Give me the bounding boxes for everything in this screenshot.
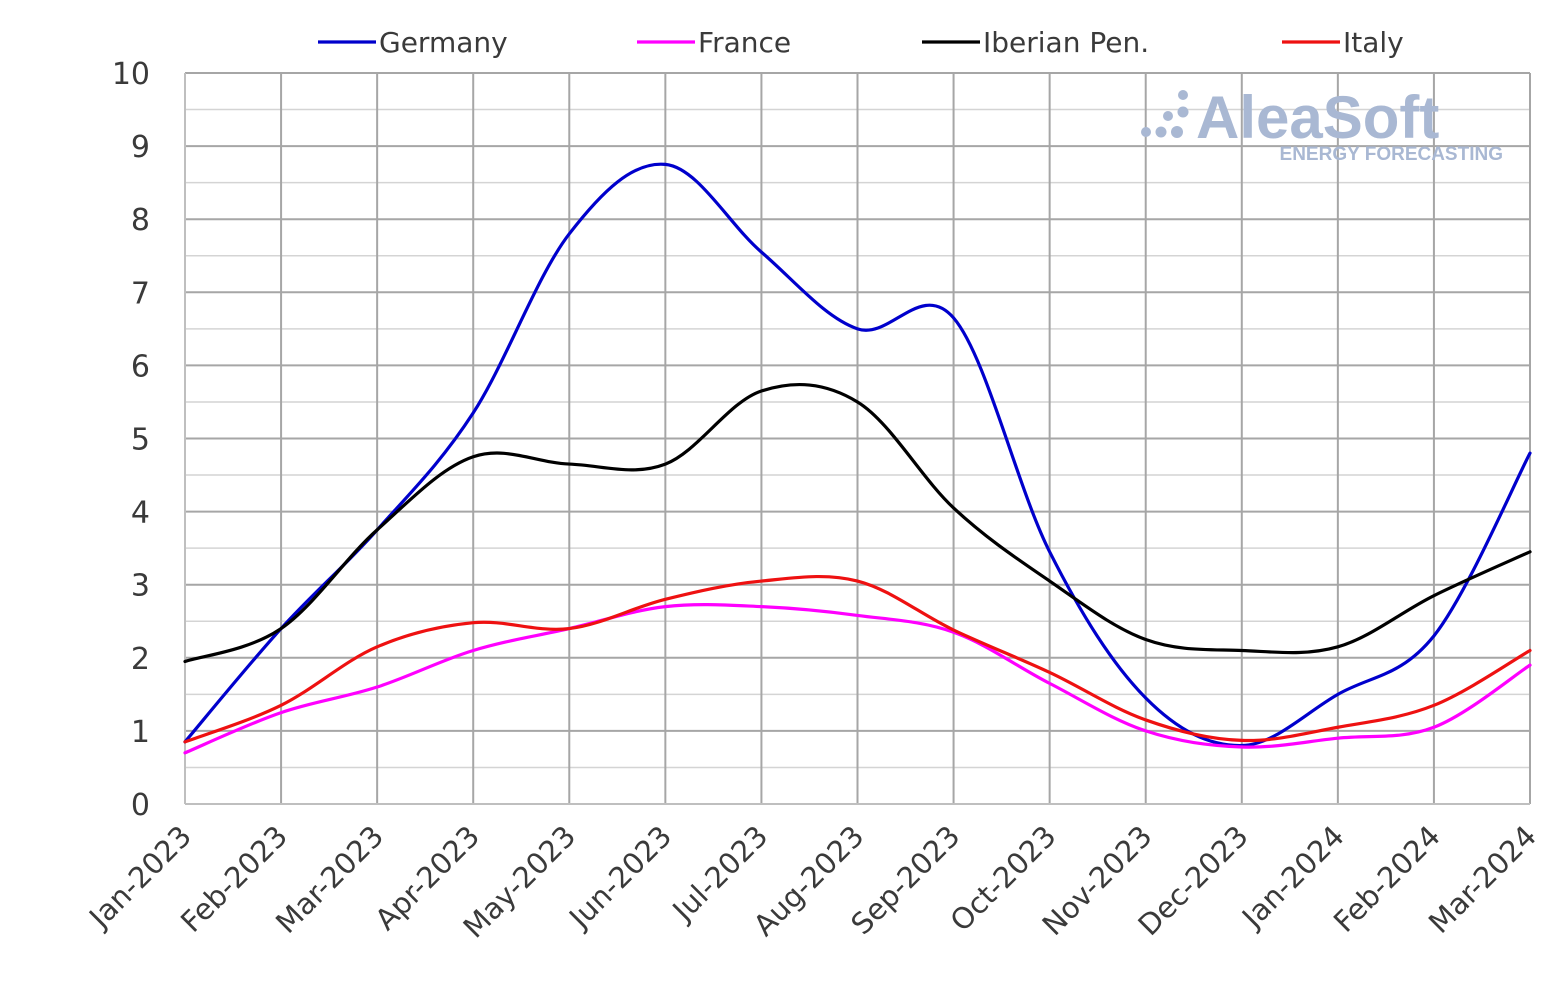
series-line-france [183,602,1532,755]
y-tick-label: 0 [131,788,150,823]
grid [184,72,1531,805]
y-tick-label: 3 [131,569,150,604]
legend-label: Iberian Pen. [983,26,1149,59]
legend-label: Germany [379,26,508,59]
x-axis-tick-labels: Jan-2023Feb-2023Mar-2023Apr-2023May-2023… [81,819,1543,945]
y-tick-label: 10 [112,57,150,92]
legend-item-germany: Germany [318,26,508,59]
series-line-germany [183,162,1532,748]
y-tick-label: 1 [131,715,150,750]
watermark-brand: AleaSoft [1196,84,1439,151]
legend-item-iberian-pen: Iberian Pen. [922,26,1149,59]
legend-label: France [698,26,791,59]
aleasoft-logo-icon [1141,90,1189,138]
y-axis-tick-labels: 0 1 2 3 4 5 6 7 8 9 10 [112,57,150,823]
y-tick-label: 8 [131,203,150,238]
y-tick-label: 5 [131,423,150,458]
legend-item-france: France [637,26,791,59]
legend-label: Italy [1343,26,1404,59]
aleasoft-watermark: AleaSoft ENERGY FORECASTING [1141,84,1503,165]
y-tick-label: 7 [131,276,150,311]
x-tick-label: Jun-2023 [561,819,678,936]
series-line-iberian-pen [183,382,1532,664]
legend: Germany France Iberian Pen. Italy [318,26,1404,59]
series-line-italy [183,574,1532,744]
series-lines [183,162,1532,755]
y-tick-label: 4 [131,496,150,531]
legend-item-italy: Italy [1282,26,1404,59]
watermark-tagline: ENERGY FORECASTING [1280,144,1503,165]
y-tick-label: 6 [131,349,150,384]
axes [184,73,1530,805]
y-tick-label: 2 [131,642,150,677]
y-tick-label: 9 [131,130,150,165]
